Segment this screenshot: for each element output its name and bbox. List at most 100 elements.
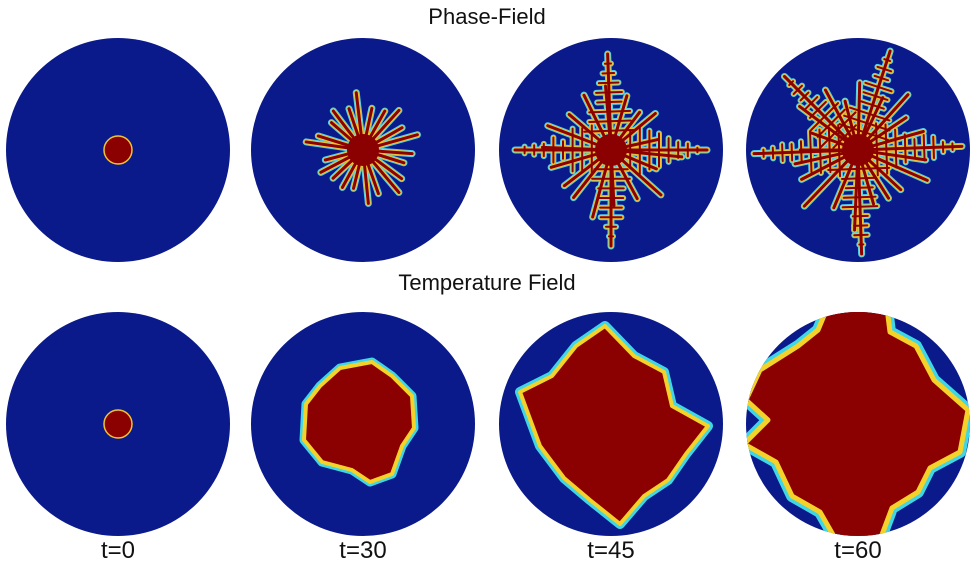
phase-field-title: Phase-Field	[428, 4, 546, 29]
dendrite-branch	[625, 137, 660, 149]
dendrite-branch	[840, 177, 860, 180]
dendrite-branch	[366, 163, 380, 196]
dendrite-branch	[875, 148, 879, 177]
dendrite-branch	[849, 106, 871, 116]
time-label-t45: t=45	[587, 537, 635, 564]
dendrite-branch	[843, 124, 857, 138]
dendrite-branch	[816, 100, 827, 111]
dendrite-branch	[873, 74, 883, 80]
dendrite-branch	[857, 176, 878, 180]
time-label-t30: t=30	[339, 537, 387, 564]
dendrite-branch	[331, 159, 353, 180]
dendrite-branch	[871, 129, 925, 148]
temperature-field-title: Temperature Field	[398, 270, 576, 295]
dendrite-branch	[872, 150, 928, 162]
dendrite-branch	[823, 102, 840, 118]
dendrite-branch	[323, 152, 350, 162]
seed-hot-spot	[103, 409, 133, 439]
dendrite-branch	[793, 151, 844, 166]
dendrite-branch	[608, 109, 632, 113]
temperature-panel-t45	[499, 312, 723, 536]
dendrite-branch	[583, 129, 612, 133]
dendrite-branch	[856, 49, 892, 152]
dendrite-branch	[827, 128, 831, 152]
dendrite-branch	[340, 162, 357, 189]
dendrite-branch	[819, 150, 822, 174]
dendrite-branch	[871, 104, 885, 110]
time-label-t60: t=60	[834, 537, 882, 564]
dendrite-branch	[809, 150, 813, 174]
dendrite-branch	[819, 128, 839, 149]
dendrite-branch	[868, 113, 891, 122]
dendrite-branch	[331, 109, 355, 139]
dendrite-branch	[810, 115, 826, 132]
dendrite-branch	[316, 134, 350, 147]
dendrite-core	[347, 134, 379, 166]
dendrite-branch	[354, 91, 363, 136]
dendrite-branch	[880, 77, 890, 82]
dendrite-core	[842, 134, 874, 166]
dendrite-branch	[843, 114, 868, 125]
dendrite-branch	[816, 122, 833, 138]
dendrite-branch	[329, 121, 353, 142]
dendrite-branch	[856, 148, 864, 256]
dendrite-branch	[591, 163, 609, 219]
dendrite-branch	[363, 164, 370, 205]
dendrite-branch	[894, 128, 897, 150]
dendrite-branch	[347, 107, 360, 137]
dendrite-branch	[842, 196, 861, 199]
dendrite-branch	[371, 160, 401, 194]
dendrite-branch	[372, 108, 401, 140]
dendrite-branch	[862, 91, 877, 98]
phase-panel-t45	[499, 38, 723, 262]
dendrite-branch	[625, 150, 684, 159]
dendrite-branch	[788, 82, 793, 87]
dendrite-branch	[782, 74, 860, 152]
dendrite-branch	[375, 126, 404, 144]
phase-panel-t30	[251, 38, 475, 262]
dendrite-branch	[823, 88, 852, 138]
dendrite-branch	[319, 155, 351, 174]
dendrite-branch	[883, 58, 889, 62]
dendrite-branch	[588, 110, 611, 114]
dendrite-branch	[808, 108, 819, 119]
dendrite-branch	[832, 135, 846, 149]
dendrite-branch	[883, 68, 893, 73]
dendrite-crystal	[750, 47, 966, 258]
dendrite-branch	[582, 93, 606, 138]
dendrite-branch	[876, 65, 886, 71]
dendrite-branch	[588, 120, 611, 123]
dendrite-branch	[838, 149, 841, 178]
dendrite-branch	[567, 112, 601, 142]
dendrite-branch	[871, 154, 929, 182]
hot-region	[302, 360, 416, 484]
dendrite-branch	[857, 166, 891, 170]
dendrite-branch	[377, 149, 414, 156]
dendrite-branch	[619, 110, 642, 139]
dendrite-branch	[858, 195, 877, 199]
dendrite-branch	[376, 153, 406, 165]
dendrite-branch	[810, 96, 819, 105]
hot-region	[518, 324, 710, 526]
dendrite-crystal	[511, 50, 711, 250]
dendrite-branch	[374, 158, 404, 181]
dendrite-branch	[804, 102, 813, 111]
dendrite-branch	[809, 130, 812, 153]
dendrite-branch	[841, 205, 861, 209]
phase-panel-t0	[6, 38, 230, 262]
dendrite-branch	[874, 122, 878, 151]
dendrite-branch	[369, 109, 387, 138]
dendrite-core	[595, 134, 627, 166]
dendrite-branch	[376, 133, 419, 148]
dendrite-branch	[800, 155, 846, 181]
dendrite-branch	[836, 111, 857, 131]
temperature-panel-t60	[746, 312, 970, 536]
dendrite-branch	[799, 95, 806, 102]
dendrite-branch	[830, 108, 846, 125]
dendrite-branch	[827, 167, 860, 171]
temperature-panel-t30	[251, 312, 475, 536]
dendrite-branch	[609, 128, 638, 132]
dendrite-branch	[884, 123, 888, 151]
dendrite-branch	[364, 106, 374, 136]
